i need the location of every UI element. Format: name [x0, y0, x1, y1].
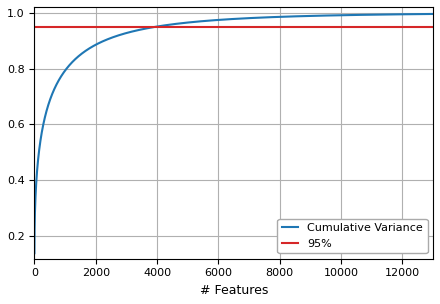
Cumulative Variance [430, 12, 436, 16]
Cumulative Variance [110, 36, 115, 39]
Legend: Cumulative Variance, 95%: Cumulative Variance, 95% [277, 219, 428, 253]
95% [32, 25, 37, 28]
Cumulative Variance [55, 79, 61, 83]
X-axis label: # Features: # Features [200, 284, 268, 297]
Cumulative Variance [227, 17, 232, 21]
Cumulative Variance [409, 12, 414, 16]
Cumulative Variance [32, 251, 37, 255]
Line: Cumulative Variance: Cumulative Variance [34, 14, 433, 253]
95% [32, 25, 37, 28]
Cumulative Variance [48, 95, 54, 99]
Cumulative Variance [33, 181, 39, 185]
